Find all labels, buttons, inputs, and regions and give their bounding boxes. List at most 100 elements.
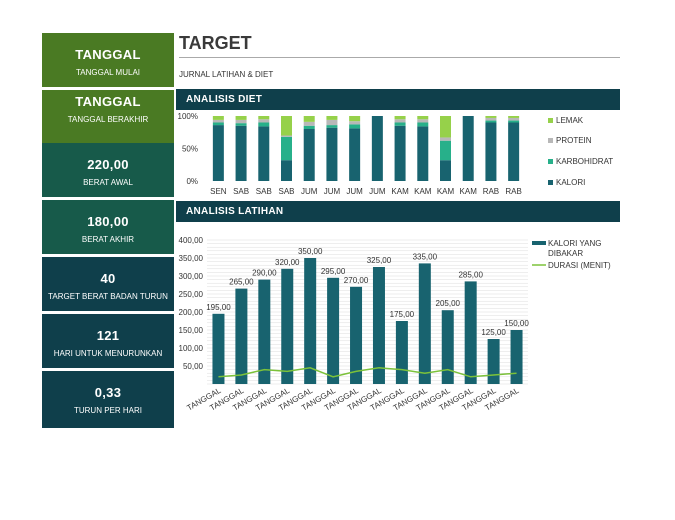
exercise-y-tick: 100,00: [179, 344, 204, 353]
diet-bar-segment: [258, 126, 270, 181]
card-value: 0,33: [94, 385, 122, 400]
exercise-legend-label: KALORI YANG: [548, 239, 602, 248]
diet-bar-segment: [417, 122, 429, 127]
calorie-data-label: 285,00: [458, 270, 483, 279]
card-label: TARGET BERAT BADAN TURUN: [48, 292, 168, 301]
exercise-y-tick: 200,00: [179, 308, 204, 317]
exercise-x-tick: TANGGAL: [300, 386, 338, 413]
calorie-bar: [372, 267, 385, 384]
diet-bar-segment: [303, 116, 315, 122]
exercise-x-tick: TANGGAL: [438, 386, 476, 413]
card-label: TURUN PER HARI: [73, 406, 142, 415]
card-value: 180,00: [87, 214, 129, 229]
diet-bar-segment: [462, 116, 474, 181]
card-value: TANGGAL: [75, 94, 141, 109]
diet-bar-segment: [281, 135, 292, 137]
calorie-data-label: 205,00: [436, 299, 461, 308]
calorie-data-label: 270,00: [344, 276, 369, 285]
calorie-bar: [510, 330, 523, 384]
diet-x-tick: KAM: [460, 187, 478, 196]
diet-legend-swatch: [548, 118, 553, 123]
calorie-bar: [441, 310, 454, 384]
exercise-x-tick: TANGGAL: [185, 386, 223, 413]
diet-bar-segment: [281, 160, 292, 181]
exercise-x-tick: TANGGAL: [369, 386, 407, 413]
diet-bar-segment: [394, 125, 406, 181]
calorie-bar: [327, 277, 340, 384]
diet-legend-label: KALORI: [556, 178, 585, 187]
diet-bar-segment: [485, 116, 497, 118]
exercise-x-tick: TANGGAL: [323, 386, 361, 413]
calorie-bar: [212, 313, 225, 384]
duration-line: [218, 367, 517, 378]
calorie-bar: [258, 279, 271, 384]
card-label: BERAT AWAL: [83, 178, 133, 187]
diet-bar-segment: [417, 116, 429, 120]
exercise-y-tick: 350,00: [179, 254, 204, 263]
diet-bar-segment: [485, 122, 497, 181]
diet-bar-segment: [303, 129, 315, 181]
diet-x-tick: JUM: [369, 187, 386, 196]
diet-x-tick: SEN: [210, 187, 227, 196]
card-end-date: TANGGAL TANGGAL BERAKHIR: [42, 90, 174, 144]
exercise-y-tick: 400,00: [179, 236, 204, 245]
diet-bar-segment: [235, 116, 247, 120]
diet-bar-segment: [303, 121, 315, 126]
diet-bar-segment: [394, 122, 406, 126]
exercise-y-tick: 250,00: [179, 290, 204, 299]
calorie-bar: [487, 339, 500, 384]
diet-bar-segment: [417, 126, 429, 181]
card-days: 121 HARI UNTUK MENURUNKAN: [42, 314, 174, 368]
page-subtitle: JURNAL LATIHAN & DIET: [179, 70, 274, 79]
diet-bar-segment: [303, 125, 315, 129]
diet-legend-label: LEMAK: [556, 116, 584, 125]
diet-bar-segment: [212, 119, 224, 123]
diet-bar-segment: [326, 116, 338, 120]
exercise-legend-label: DURASI (MENIT): [548, 261, 611, 270]
diet-bar-segment: [440, 140, 451, 161]
calorie-data-label: 335,00: [413, 252, 438, 261]
calorie-bar: [304, 258, 317, 384]
calorie-bar: [235, 288, 248, 384]
diet-x-tick: RAB: [505, 187, 521, 196]
calorie-data-label: 175,00: [390, 310, 415, 319]
calorie-data-label: 150,00: [504, 319, 529, 328]
diet-bar-segment: [349, 116, 361, 122]
diet-x-tick: SAB: [233, 187, 249, 196]
exercise-x-tick: TANGGAL: [415, 386, 453, 413]
diet-bar-segment: [326, 119, 338, 126]
exercise-legend-swatch: [532, 241, 546, 245]
exercise-x-tick: TANGGAL: [254, 386, 292, 413]
diet-x-tick: JUM: [301, 187, 318, 196]
calorie-data-label: 290,00: [252, 269, 277, 278]
calorie-bar: [418, 263, 431, 384]
diet-x-tick: RAB: [483, 187, 499, 196]
exercise-x-tick: TANGGAL: [277, 386, 315, 413]
exercise-x-tick: TANGGAL: [346, 386, 384, 413]
diet-x-tick: KAM: [391, 187, 409, 196]
diet-bar-segment: [326, 127, 338, 181]
card-value: 121: [96, 328, 120, 343]
diet-bar-segment: [349, 128, 361, 181]
card-end-weight: 180,00 BERAT AKHIR: [42, 200, 174, 254]
diet-legend-label: PROTEIN: [556, 136, 592, 145]
diet-bar-segment: [485, 117, 497, 121]
card-label: BERAT AKHIR: [81, 235, 135, 244]
diet-legend-swatch: [548, 180, 553, 185]
calorie-bar: [281, 268, 294, 384]
diet-bar-segment: [394, 116, 406, 120]
diet-bar-segment: [508, 117, 520, 121]
diet-bar-segment: [258, 116, 270, 120]
calorie-bar: [395, 321, 408, 384]
diet-bar-segment: [349, 124, 361, 129]
exercise-x-tick: TANGGAL: [208, 386, 246, 413]
title-divider: [179, 57, 620, 58]
card-value: TANGGAL: [75, 47, 141, 62]
diet-x-tick: JUM: [346, 187, 363, 196]
diet-section-header: ANALISIS DIET: [176, 89, 620, 110]
diet-bar-segment: [508, 122, 520, 181]
diet-legend-label: KARBOHIDRAT: [556, 157, 613, 166]
diet-bar-segment: [235, 119, 247, 124]
card-label: TANGGAL BERAKHIR: [67, 115, 149, 124]
calorie-data-label: 325,00: [367, 256, 392, 265]
